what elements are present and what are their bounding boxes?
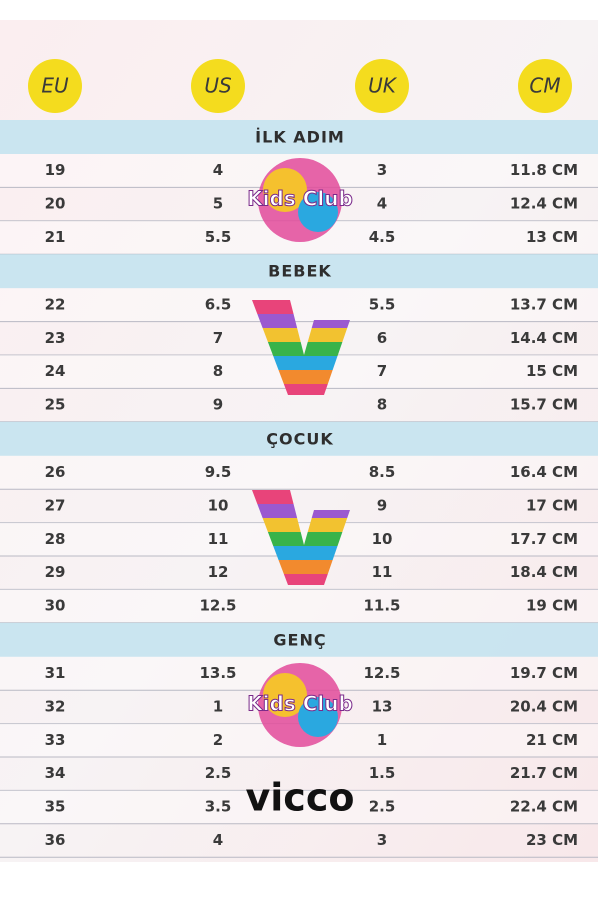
cell: 21 CM	[526, 731, 578, 749]
cell: 1	[377, 731, 387, 749]
cell: 27	[45, 496, 66, 514]
cell: 3.5	[205, 798, 232, 816]
cell: 11	[208, 530, 229, 548]
cell: 2	[213, 731, 223, 749]
cell: 11.8 CM	[510, 161, 578, 179]
cell: 6	[377, 329, 387, 347]
cell: 20	[45, 195, 66, 213]
cell: 8	[377, 396, 387, 414]
cell: 14.4 CM	[510, 329, 578, 347]
header-badge	[355, 59, 409, 113]
cell: 4.5	[369, 228, 396, 246]
vicco-logo: vicco	[246, 776, 355, 820]
cell: 25	[45, 396, 66, 414]
cell: 26	[45, 463, 66, 481]
cell: 12.5	[363, 664, 400, 682]
section-title: GENÇ	[273, 630, 326, 649]
cell: 19 CM	[526, 597, 578, 615]
section-title: İLK ADIM	[255, 128, 345, 147]
column-header: UK	[368, 74, 398, 98]
cell: 7	[213, 329, 223, 347]
cell: 10	[208, 496, 229, 514]
cell: 7	[377, 362, 387, 380]
header-badge	[28, 59, 82, 113]
cell: 36	[45, 831, 66, 849]
cell: 3	[377, 161, 387, 179]
cell: 13 CM	[526, 228, 578, 246]
logo-text: Kids Club	[247, 187, 353, 211]
cell: 8.5	[369, 463, 396, 481]
cell: 12.4 CM	[510, 195, 578, 213]
row-band	[0, 455, 598, 490]
cell: 17 CM	[526, 496, 578, 514]
cell: 13.5	[199, 664, 236, 682]
cell: 23	[45, 329, 66, 347]
column-header: EU	[41, 74, 69, 98]
cell: 11	[372, 563, 393, 581]
cell: 12.5	[199, 597, 236, 615]
section-bar	[0, 421, 598, 456]
section-bar	[0, 120, 598, 154]
cell: 1	[213, 697, 223, 715]
cell: 22.4 CM	[510, 798, 578, 816]
cell: 3	[377, 831, 387, 849]
row-band	[0, 790, 598, 824]
cell: 22	[45, 295, 66, 313]
cell: 20.4 CM	[510, 697, 578, 715]
logo-text: Kids Club	[247, 692, 353, 716]
cell: 4	[377, 195, 387, 213]
cell: 16.4 CM	[510, 463, 578, 481]
cell: 34	[45, 764, 66, 782]
cell: 10	[372, 530, 393, 548]
cell: 4	[213, 831, 223, 849]
cell: 19	[45, 161, 66, 179]
cell: 13.7 CM	[510, 295, 578, 313]
cell: 28	[45, 530, 66, 548]
cell: 12	[208, 563, 229, 581]
cell: 32	[45, 697, 66, 715]
cell: 33	[45, 731, 66, 749]
row-band	[0, 589, 598, 623]
cell: 15.7 CM	[510, 396, 578, 414]
cell: 35	[45, 798, 66, 816]
cell: 8	[213, 362, 223, 380]
kids-club-logo: Kids Club	[247, 663, 353, 747]
row-band	[0, 288, 598, 322]
header-badge	[518, 59, 572, 113]
cell: 31	[45, 664, 66, 682]
cell: 9.5	[205, 463, 232, 481]
cell: 18.4 CM	[510, 563, 578, 581]
cell: 17.7 CM	[510, 530, 578, 548]
cell: 4	[213, 161, 223, 179]
section-title: ÇOCUK	[266, 429, 333, 448]
cell: 11.5	[363, 597, 400, 615]
cell: 23 CM	[526, 831, 578, 849]
column-header: US	[204, 74, 232, 98]
section-bar	[0, 622, 598, 657]
cell: 5.5	[369, 295, 396, 313]
cell: 2.5	[369, 798, 396, 816]
cell: 9	[377, 496, 387, 514]
cell: 21.7 CM	[510, 764, 578, 782]
cell: 5	[213, 195, 223, 213]
kids-club-logo: Kids Club	[247, 158, 353, 242]
cell: 13	[372, 697, 393, 715]
cell: 15 CM	[526, 362, 578, 380]
cell: 21	[45, 228, 66, 246]
cell: 1.5	[369, 764, 396, 782]
cell: 9	[213, 396, 223, 414]
column-header: CM	[529, 74, 560, 98]
header-badge	[191, 59, 245, 113]
cell: 6.5	[205, 295, 232, 313]
cell: 24	[45, 362, 66, 380]
section-title: BEBEK	[268, 262, 332, 281]
cell: 2.5	[205, 764, 232, 782]
cell: 29	[45, 563, 66, 581]
cell: 30	[45, 597, 66, 615]
cell: 19.7 CM	[510, 664, 578, 682]
cell: 5.5	[205, 228, 232, 246]
section-bar	[0, 254, 598, 289]
